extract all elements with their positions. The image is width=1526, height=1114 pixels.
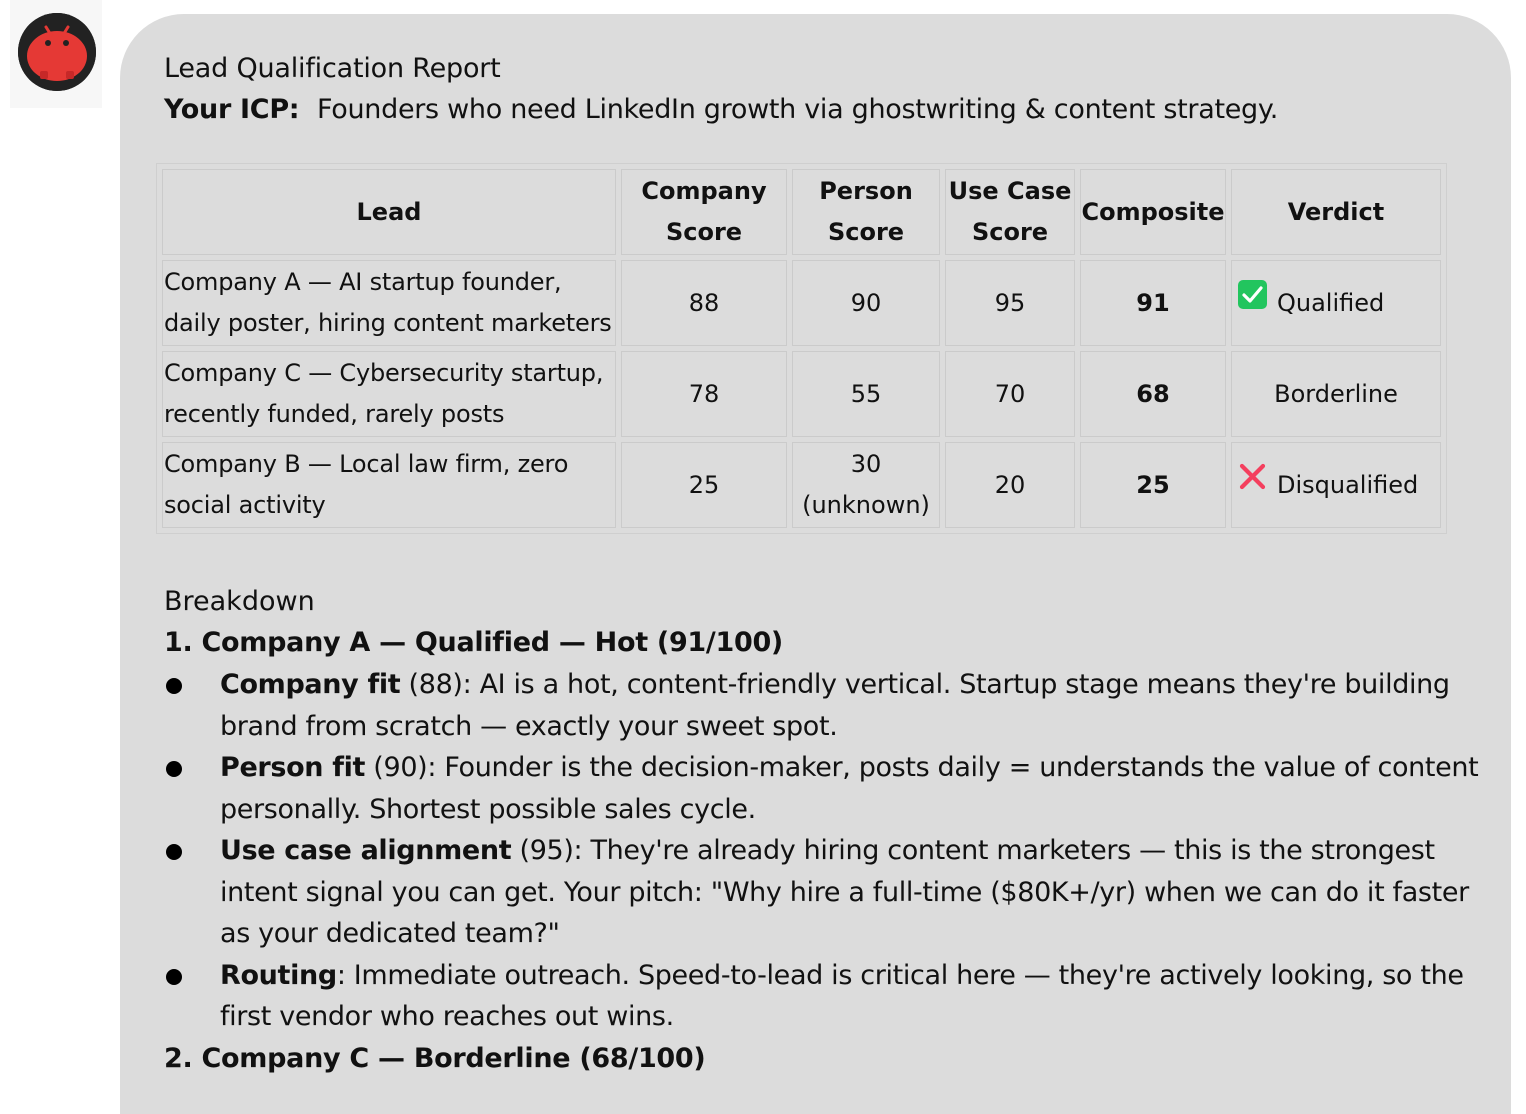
person-score-cell: 90 — [792, 260, 940, 346]
composite-score-cell: 91 — [1080, 260, 1226, 346]
header-composite: Composite — [1080, 169, 1226, 255]
verdict-cell: Borderline — [1231, 351, 1441, 437]
company-score-cell: 25 — [621, 442, 787, 528]
bullet-dot-icon — [166, 761, 182, 777]
avatar[interactable] — [18, 13, 96, 91]
person-score-line-1: 30 — [850, 450, 882, 478]
table-row: Company A — AI startup founder, daily po… — [162, 260, 1441, 346]
report-title: Lead Qualification Report — [164, 53, 501, 84]
bullet-dot-icon — [166, 678, 182, 694]
header-company-score-line-2: Score — [665, 218, 743, 246]
list-item: Use case alignment (95): They're already… — [164, 830, 1511, 955]
header-company-score: Company Score — [621, 169, 787, 255]
table-row: Company C — Cybersecurity startup, recen… — [162, 351, 1441, 437]
composite-score-cell: 68 — [1080, 351, 1226, 437]
header-person-score-line-1: Person — [819, 177, 913, 205]
header-person-score: Person Score — [792, 169, 940, 255]
list-item: Company fit (88): AI is a hot, content-f… — [164, 664, 1511, 747]
icp-label: Your ICP: — [164, 94, 300, 125]
header-person-score-line-2: Score — [827, 218, 905, 246]
bullet-dot-icon — [166, 968, 182, 985]
verdict-label: Borderline — [1274, 379, 1398, 408]
bullet-text: : Immediate outreach. Speed-to-lead is c… — [220, 959, 1464, 1033]
lead-score-table: Lead Company Score Person Score Use Case… — [156, 163, 1447, 534]
header-verdict: Verdict — [1231, 169, 1441, 255]
bullet-bold-label: Company fit — [220, 669, 401, 700]
lead-line-2: social activity — [164, 491, 326, 519]
header-use-case-score-line-2: Score — [971, 218, 1049, 246]
red-x-icon — [1238, 462, 1267, 504]
header-use-case-score-line-1: Use Case — [948, 177, 1072, 205]
table-row: Company B — Local law firm, zero social … — [162, 442, 1441, 528]
header-use-case-score: Use Case Score — [945, 169, 1075, 255]
red-robot-avatar-icon — [18, 13, 96, 91]
composite-score-cell: 25 — [1080, 442, 1226, 528]
company-score-cell: 78 — [621, 351, 787, 437]
green-check-icon — [1238, 279, 1267, 322]
lead-cell: Company A — AI startup founder, daily po… — [162, 260, 616, 346]
section-2-title: 2. Company C — Borderline (68/100) — [164, 1042, 706, 1074]
bullet-bold-label: Use case alignment — [220, 835, 512, 866]
icp-text: Founders who need LinkedIn growth via gh… — [317, 94, 1279, 125]
avatar-container — [10, 0, 102, 108]
bullet-bold-label: Routing — [220, 959, 337, 991]
table-header-row: Lead Company Score Person Score Use Case… — [162, 169, 1441, 255]
verdict-label: Qualified — [1277, 288, 1385, 317]
list-item: Routing: Immediate outreach. Speed-to-le… — [164, 955, 1511, 1038]
breakdown-heading: Breakdown — [164, 586, 315, 617]
message-bubble: Lead Qualification Report Your ICP: Found… — [120, 14, 1511, 1114]
header-lead: Lead — [162, 169, 616, 255]
use-case-score-cell: 20 — [945, 442, 1075, 528]
person-score-cell: 30 (unknown) — [792, 442, 940, 528]
company-score-cell: 88 — [621, 260, 787, 346]
person-score-cell: 55 — [792, 351, 940, 437]
verdict-label: Disqualified — [1277, 470, 1419, 499]
bullet-text: (90): Founder is the decision-maker, pos… — [220, 752, 1479, 825]
section-1-title: 1. Company A — Qualified — Hot (91/100) — [164, 627, 783, 658]
lead-line-1: Company A — AI startup founder, — [164, 268, 562, 296]
use-case-score-cell: 95 — [945, 260, 1075, 346]
lead-cell: Company C — Cybersecurity startup, recen… — [162, 351, 616, 437]
lead-cell: Company B — Local law firm, zero social … — [162, 442, 616, 528]
icp-line: Your ICP: Founders who need LinkedIn grow… — [164, 90, 1511, 130]
lead-line-1: Company B — Local law firm, zero — [164, 450, 569, 478]
bullet-dot-icon — [166, 844, 182, 860]
bullet-text: (88): AI is a hot, content-friendly vert… — [220, 669, 1450, 742]
verdict-cell: Qualified — [1231, 260, 1441, 346]
verdict-cell: Disqualified — [1231, 442, 1441, 528]
list-item: Person fit (90): Founder is the decision… — [164, 747, 1511, 830]
breakdown-bullet-list: Company fit (88): AI is a hot, content-f… — [164, 664, 1511, 1038]
lead-line-2: recently funded, rarely posts — [164, 400, 505, 428]
bullet-bold-label: Person fit — [220, 752, 366, 783]
person-score-line-2: (unknown) — [802, 491, 930, 519]
use-case-score-cell: 70 — [945, 351, 1075, 437]
lead-line-2: daily poster, hiring content marketers — [164, 309, 612, 337]
bullet-text: (95): They're already hiring content mar… — [220, 835, 1469, 949]
lead-line-1: Company C — Cybersecurity startup, — [164, 359, 604, 387]
header-company-score-line-1: Company — [641, 177, 767, 205]
